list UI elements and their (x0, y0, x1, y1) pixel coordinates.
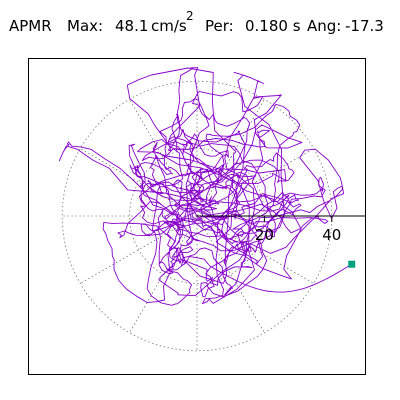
axis-tick-label: 40 (322, 226, 341, 244)
max-label: Max: (67, 17, 104, 35)
max-unit-exponent: 2 (186, 9, 194, 23)
axis-tick-label: 20 (255, 226, 274, 244)
grid-spoke (80, 215, 198, 284)
motion-trace (58, 67, 353, 306)
grid-spoke (196, 215, 314, 284)
grid-spoke (129, 99, 198, 217)
angle-label: Ang: (307, 17, 342, 35)
period-label: Per: (205, 17, 234, 35)
grid-spoke (129, 215, 198, 333)
trace-layer (58, 67, 356, 306)
peak-marker (348, 260, 356, 268)
tick-label-layer: 20 40 (255, 226, 341, 244)
axis-layer (197, 215, 366, 222)
grid-spoke (80, 148, 198, 217)
max-unit: cm/s (151, 17, 187, 35)
grid-spoke (196, 215, 265, 333)
angle-value: -17.3 (345, 17, 384, 35)
max-value: 48.1 (115, 17, 149, 35)
period-value: 0.180 s (245, 17, 301, 35)
grid-spoke (196, 148, 314, 217)
metric-label: APMR (9, 17, 52, 35)
grid-spoke (196, 99, 265, 217)
chart-header: APMR Max: 48.1 cm/s 2 Per: 0.180 s Ang: … (0, 0, 400, 50)
